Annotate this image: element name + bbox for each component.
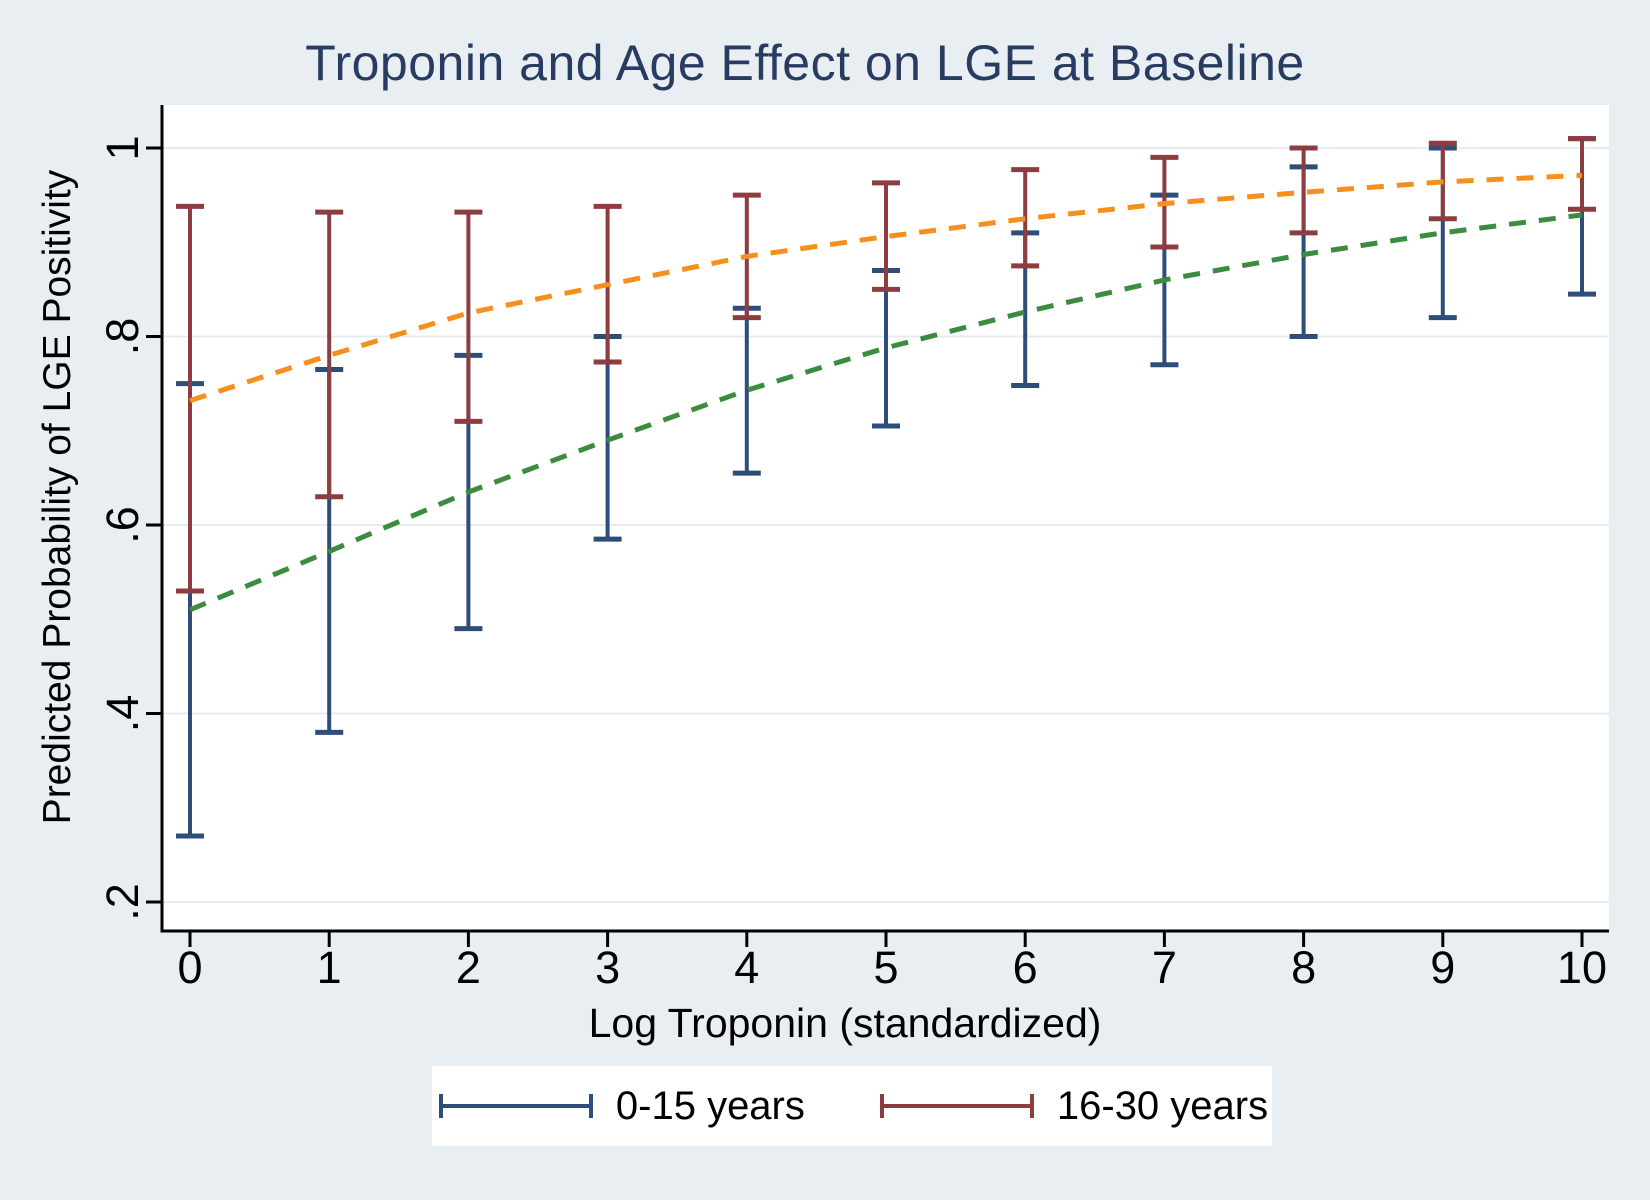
gridlines (162, 147, 1609, 903)
legend-label: 16-30 years (1056, 1083, 1269, 1128)
svg-text:2: 2 (456, 942, 481, 993)
errorbar-sample-icon (879, 1094, 1034, 1118)
legend-entry-0-15-years: 0-15 years (436, 1084, 805, 1129)
svg-text:6: 6 (1013, 942, 1038, 993)
errorbar-sample-icon (438, 1094, 593, 1118)
svg-text:9: 9 (1430, 942, 1455, 993)
y-axis-ticks: .2 .4 .6 .8 1 (97, 135, 162, 921)
svg-text:.4: .4 (97, 695, 148, 733)
svg-text:1: 1 (97, 135, 148, 160)
svg-text:4: 4 (734, 942, 759, 993)
svg-text:5: 5 (873, 942, 898, 993)
svg-text:.2: .2 (97, 883, 148, 921)
chart-title: Troponin and Age Effect on LGE at Baseli… (305, 35, 1305, 91)
legend: 0-15 years 16-30 years (432, 1066, 1272, 1146)
svg-text:10: 10 (1557, 942, 1607, 993)
svg-text:.6: .6 (97, 506, 148, 544)
svg-text:.8: .8 (97, 318, 148, 356)
series-0-15-years-fit (189, 212, 1583, 613)
svg-text:1: 1 (317, 942, 342, 993)
x-axis-ticks: 0 1 2 3 4 5 6 7 8 9 10 (177, 931, 1607, 993)
svg-text:3: 3 (595, 942, 620, 993)
series-16-30-years-fit (189, 172, 1583, 403)
x-axis-title: Log Troponin (standardized) (588, 1000, 1102, 1046)
legend-label: 0-15 years (615, 1083, 805, 1128)
y-axis-title: Predicted Probability of LGE Positivity (36, 169, 79, 825)
svg-text:0: 0 (177, 942, 202, 993)
svg-text:8: 8 (1291, 942, 1316, 993)
legend-entry-16-30-years: 16-30 years (877, 1084, 1268, 1129)
svg-text:7: 7 (1152, 942, 1177, 993)
